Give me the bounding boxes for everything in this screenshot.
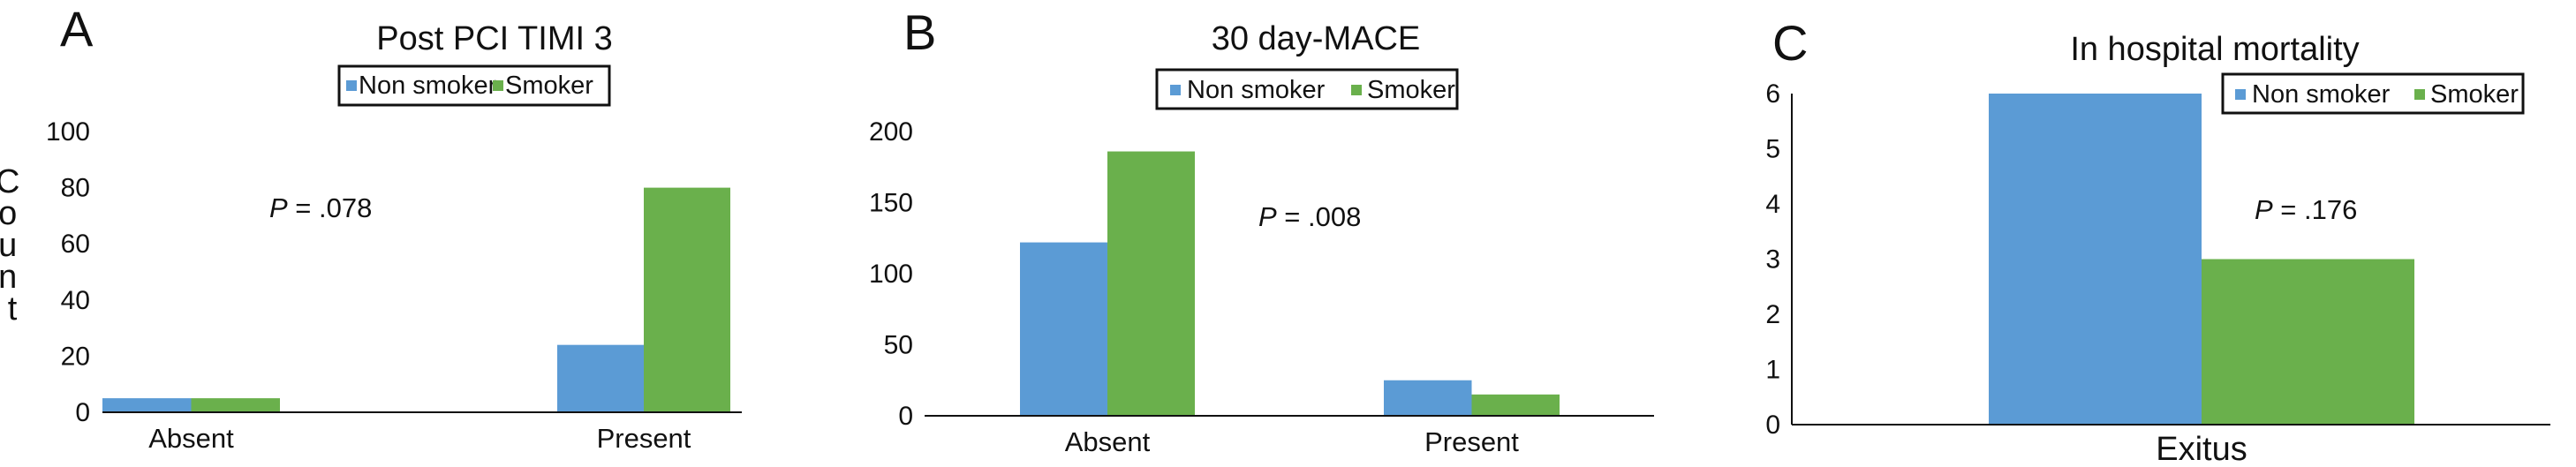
x-tick-labels: Absent Present — [1065, 426, 1520, 457]
p-value-text: = .176 — [2273, 194, 2358, 225]
p-value-annotation: P = .008 — [1258, 201, 1361, 232]
y-tick-label: 1 — [1765, 356, 1780, 385]
y-axis-label-letter: o — [0, 195, 17, 232]
y-tick-label: 50 — [884, 331, 913, 360]
x-tick-label: Present — [597, 423, 691, 454]
x-tick-labels: Exitus — [2156, 431, 2247, 467]
p-value-annotation: P = .176 — [2255, 194, 2357, 225]
chart-title: Post PCI TIMI 3 — [376, 20, 612, 57]
bar-non-smoker — [102, 398, 192, 412]
y-tick-labels: 0 50 100 150 200 — [869, 117, 913, 431]
y-tick-label: 6 — [1765, 79, 1780, 109]
bar-smoker — [1107, 151, 1195, 417]
y-axis-label-letter: t — [8, 290, 18, 328]
y-tick-label: 2 — [1765, 300, 1780, 329]
legend-swatch-non-smoker — [346, 80, 357, 91]
y-tick-label: 40 — [61, 286, 90, 315]
p-value-annotation: P = .078 — [269, 192, 372, 223]
legend-label-smoker: Smoker — [1367, 76, 1455, 104]
bar-non-smoker — [1020, 242, 1107, 416]
chart-panel-b: B 30 day-MACE Non smoker Smoker 0 50 100 15… — [869, 4, 1654, 457]
panel-letter: B — [903, 4, 936, 60]
y-tick-labels: 0 20 40 60 80 100 — [46, 117, 90, 427]
legend-swatch-smoker — [2414, 89, 2425, 100]
bar-non-smoker — [1989, 94, 2202, 425]
y-axis-label-letter: n — [0, 259, 17, 296]
bar-non-smoker — [1384, 380, 1472, 416]
y-tick-label: 20 — [61, 342, 90, 371]
y-tick-label: 0 — [898, 402, 913, 431]
legend: Non smoker Smoker — [337, 64, 611, 107]
y-tick-labels: 0 1 2 3 4 5 6 — [1765, 79, 1780, 440]
x-tick-label: Present — [1424, 426, 1519, 457]
panel-letter: C — [1772, 15, 1808, 71]
p-value-text: = .078 — [288, 192, 373, 223]
legend: Non smoker Smoker — [2221, 72, 2525, 115]
y-tick-label: 4 — [1765, 190, 1780, 219]
legend-swatch-smoker — [1351, 85, 1362, 95]
x-tick-label: Exitus — [2156, 431, 2247, 467]
legend-swatch-smoker — [493, 80, 503, 91]
y-axis-label-letter: C — [0, 163, 19, 200]
legend: Non smoker Smoker — [1155, 68, 1459, 110]
bar-smoker — [191, 398, 280, 412]
p-value-symbol: P — [269, 192, 288, 223]
legend-swatch-non-smoker — [1170, 85, 1181, 95]
legend-label-smoker: Smoker — [2430, 80, 2519, 109]
chart-title: 30 day-MACE — [1212, 20, 1421, 57]
x-tick-label: Absent — [1065, 426, 1151, 457]
y-tick-label: 0 — [1765, 411, 1780, 440]
y-tick-label: 5 — [1765, 135, 1780, 164]
y-tick-label: 80 — [61, 174, 90, 203]
y-axis-label-letter: u — [0, 227, 17, 264]
legend-label-non-smoker: Non smoker — [2252, 80, 2391, 109]
bar-smoker — [644, 187, 730, 412]
y-tick-label: 150 — [869, 189, 913, 218]
chart-title: In hospital mortality — [2070, 31, 2359, 68]
y-tick-label: 200 — [869, 117, 913, 147]
bars — [1989, 94, 2414, 425]
bar-smoker — [1471, 394, 1560, 416]
bar-smoker — [2202, 259, 2414, 425]
chart-panel-c: C In hospital mortality 0 1 2 3 4 5 6 Exitus N… — [1765, 15, 2550, 467]
legend-label-smoker: Smoker — [505, 72, 593, 100]
bars — [102, 187, 730, 412]
y-tick-label: 3 — [1765, 245, 1780, 275]
panel-letter: A — [60, 1, 94, 56]
legend-label-non-smoker: Non smoker — [359, 72, 497, 100]
bar-non-smoker — [557, 344, 644, 412]
p-value-symbol: P — [1258, 201, 1277, 232]
p-value-text: = .008 — [1277, 201, 1362, 232]
legend-swatch-non-smoker — [2235, 89, 2246, 100]
legend-box — [337, 64, 611, 107]
y-tick-label: 100 — [46, 117, 90, 147]
p-value-symbol: P — [2255, 194, 2273, 225]
bars — [1020, 151, 1560, 417]
x-tick-label: Absent — [148, 423, 234, 454]
legend-box — [1155, 68, 1459, 110]
y-tick-label: 100 — [869, 260, 913, 289]
y-axis-label: C o u n t — [0, 163, 29, 328]
chart-panel-a: A Post PCI TIMI 3 Non smoker Smoker C o … — [0, 1, 742, 454]
legend-label-non-smoker: Non smoker — [1187, 76, 1326, 104]
y-tick-label: 0 — [75, 398, 90, 427]
x-tick-labels: Absent Present — [148, 423, 691, 454]
legend-box — [2221, 72, 2525, 115]
y-tick-label: 60 — [61, 230, 90, 259]
